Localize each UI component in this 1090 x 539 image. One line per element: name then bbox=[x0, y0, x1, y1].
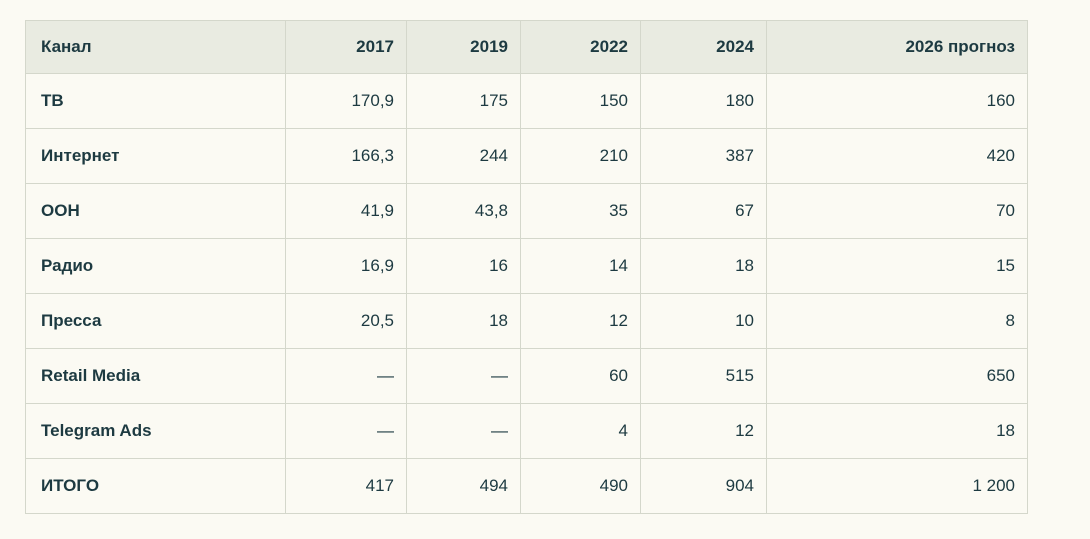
table-row: Telegram Ads — —4 12 18 bbox=[25, 403, 1028, 459]
value-cell: 1 200 bbox=[766, 458, 1028, 514]
table-row: Пресса 20,5 18 12 10 8 bbox=[25, 293, 1028, 349]
channel-cell: OOH bbox=[25, 183, 286, 239]
value-cell: 160 bbox=[766, 73, 1028, 129]
channel-cell: ТВ bbox=[25, 73, 286, 129]
value-cell: 18 bbox=[766, 403, 1028, 459]
value-cell: 180 bbox=[640, 73, 767, 129]
channel-cell: Telegram Ads bbox=[25, 403, 286, 459]
value-cell: 8 bbox=[766, 293, 1028, 349]
value-cell: — bbox=[406, 348, 521, 404]
value-cell: 515 bbox=[640, 348, 767, 404]
value-cell: 18 bbox=[406, 293, 521, 349]
value-cell: 41,9 bbox=[285, 183, 407, 239]
value-cell: 70 bbox=[766, 183, 1028, 239]
channel-cell: Радио bbox=[25, 238, 286, 294]
value-cell: 60 bbox=[520, 348, 641, 404]
value-cell: 12 bbox=[640, 403, 767, 459]
value-cell: 150 bbox=[520, 73, 641, 129]
value-cell: 4 bbox=[520, 403, 641, 459]
column-header-2022: 2022 bbox=[520, 20, 641, 74]
column-header-2026: 2026 прогноз bbox=[766, 20, 1028, 74]
table-row: OOH 41,9 43,8 35 67 70 bbox=[25, 183, 1028, 239]
channel-cell: Retail Media bbox=[25, 348, 286, 404]
value-cell: 244 bbox=[406, 128, 521, 184]
column-header-2019: 2019 bbox=[406, 20, 521, 74]
value-cell: 14 bbox=[520, 238, 641, 294]
ad-spend-table: Канал 2017 2019 2022 2024 2026 прогноз ТВ 170,… bbox=[25, 20, 1028, 514]
value-cell: 16 bbox=[406, 238, 521, 294]
value-cell: 18 bbox=[640, 238, 767, 294]
channel-cell: ИТОГО bbox=[25, 458, 286, 514]
table-row: Интернет 166,3 244 210 387 420 bbox=[25, 128, 1028, 184]
value-cell: 420 bbox=[766, 128, 1028, 184]
column-header-2024: 2024 bbox=[640, 20, 767, 74]
table-row-total: ИТОГО 417 494 490 904 1 200 bbox=[25, 458, 1028, 514]
value-cell: 417 bbox=[285, 458, 407, 514]
value-cell: 12 bbox=[520, 293, 641, 349]
table-row: ТВ 170,9 175 150 180 160 bbox=[25, 73, 1028, 129]
channel-cell: Пресса bbox=[25, 293, 286, 349]
table-row: Retail Media — —60 515 650 bbox=[25, 348, 1028, 404]
value-cell: 650 bbox=[766, 348, 1028, 404]
value-cell: 43,8 bbox=[406, 183, 521, 239]
value-cell: — bbox=[285, 348, 407, 404]
value-cell: 10 bbox=[640, 293, 767, 349]
value-cell: 904 bbox=[640, 458, 767, 514]
value-cell: — bbox=[285, 403, 407, 459]
table-body: ТВ 170,9 175 150 180 160 Интернет 166,3 244 210 38… bbox=[25, 73, 1028, 514]
value-cell: 67 bbox=[640, 183, 767, 239]
value-cell: 166,3 bbox=[285, 128, 407, 184]
value-cell: 490 bbox=[520, 458, 641, 514]
value-cell: 387 bbox=[640, 128, 767, 184]
table-row: Радио 16,9 16 14 18 15 bbox=[25, 238, 1028, 294]
value-cell: 20,5 bbox=[285, 293, 407, 349]
value-cell: — bbox=[406, 403, 521, 459]
column-header-2017: 2017 bbox=[285, 20, 407, 74]
channel-cell: Интернет bbox=[25, 128, 286, 184]
value-cell: 16,9 bbox=[285, 238, 407, 294]
value-cell: 15 bbox=[766, 238, 1028, 294]
value-cell: 175 bbox=[406, 73, 521, 129]
value-cell: 170,9 bbox=[285, 73, 407, 129]
value-cell: 494 bbox=[406, 458, 521, 514]
value-cell: 210 bbox=[520, 128, 641, 184]
value-cell: 35 bbox=[520, 183, 641, 239]
column-header-channel: Канал bbox=[25, 20, 286, 74]
header-row: Канал 2017 2019 2022 2024 2026 прогноз bbox=[25, 20, 1028, 74]
